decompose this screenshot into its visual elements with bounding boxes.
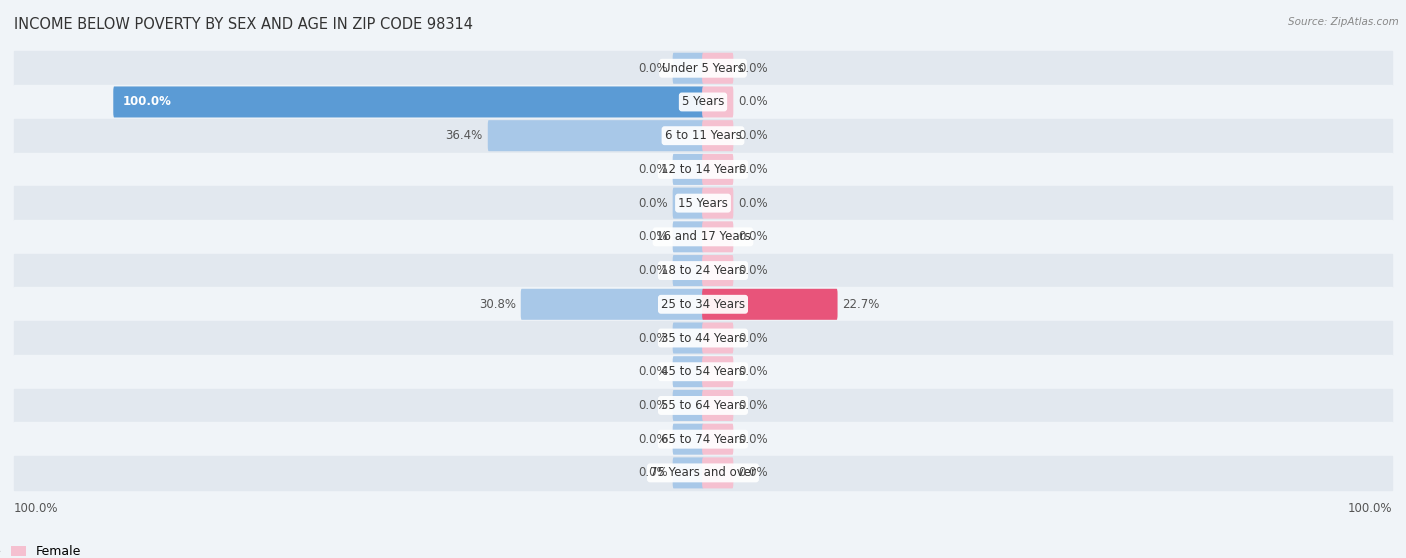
Text: 0.0%: 0.0% [638, 399, 668, 412]
Text: 0.0%: 0.0% [738, 230, 768, 243]
Text: 0.0%: 0.0% [738, 95, 768, 108]
Text: 0.0%: 0.0% [638, 230, 668, 243]
Text: 75 Years and over: 75 Years and over [650, 466, 756, 479]
FancyBboxPatch shape [672, 323, 704, 354]
FancyBboxPatch shape [702, 323, 734, 354]
Bar [14, 254, 1392, 287]
FancyBboxPatch shape [702, 458, 734, 488]
Text: 100.0%: 100.0% [14, 502, 59, 515]
FancyBboxPatch shape [702, 53, 734, 84]
Text: 0.0%: 0.0% [638, 432, 668, 446]
Text: 100.0%: 100.0% [1347, 502, 1392, 515]
Bar [14, 422, 1392, 456]
FancyBboxPatch shape [702, 356, 734, 387]
FancyBboxPatch shape [672, 255, 704, 286]
Bar [14, 287, 1392, 321]
Text: 0.0%: 0.0% [738, 129, 768, 142]
Text: 0.0%: 0.0% [738, 331, 768, 344]
Text: 22.7%: 22.7% [842, 298, 880, 311]
FancyBboxPatch shape [672, 424, 704, 455]
FancyBboxPatch shape [672, 53, 704, 84]
Text: 0.0%: 0.0% [638, 264, 668, 277]
FancyBboxPatch shape [702, 390, 734, 421]
Bar [14, 355, 1392, 388]
Bar [14, 456, 1392, 490]
Text: 45 to 54 Years: 45 to 54 Years [661, 365, 745, 378]
FancyBboxPatch shape [702, 424, 734, 455]
FancyBboxPatch shape [702, 187, 734, 219]
Bar [14, 186, 1392, 220]
Text: 18 to 24 Years: 18 to 24 Years [661, 264, 745, 277]
FancyBboxPatch shape [672, 187, 704, 219]
Text: 0.0%: 0.0% [738, 399, 768, 412]
Text: 6 to 11 Years: 6 to 11 Years [665, 129, 741, 142]
Legend: Male, Female: Male, Female [0, 540, 87, 558]
FancyBboxPatch shape [672, 154, 704, 185]
FancyBboxPatch shape [702, 154, 734, 185]
Text: 30.8%: 30.8% [479, 298, 516, 311]
Text: 15 Years: 15 Years [678, 196, 728, 210]
Text: INCOME BELOW POVERTY BY SEX AND AGE IN ZIP CODE 98314: INCOME BELOW POVERTY BY SEX AND AGE IN Z… [14, 17, 472, 32]
Text: 100.0%: 100.0% [122, 95, 172, 108]
FancyBboxPatch shape [520, 289, 704, 320]
Text: Under 5 Years: Under 5 Years [662, 62, 744, 75]
Text: 0.0%: 0.0% [638, 331, 668, 344]
Bar [14, 119, 1392, 152]
Text: 12 to 14 Years: 12 to 14 Years [661, 163, 745, 176]
FancyBboxPatch shape [672, 356, 704, 387]
FancyBboxPatch shape [488, 120, 704, 151]
Text: 0.0%: 0.0% [738, 196, 768, 210]
Text: 0.0%: 0.0% [738, 432, 768, 446]
FancyBboxPatch shape [702, 86, 734, 118]
Text: 0.0%: 0.0% [638, 62, 668, 75]
Text: 0.0%: 0.0% [638, 466, 668, 479]
FancyBboxPatch shape [672, 458, 704, 488]
Text: 36.4%: 36.4% [446, 129, 482, 142]
Text: 0.0%: 0.0% [638, 163, 668, 176]
Text: 5 Years: 5 Years [682, 95, 724, 108]
Text: 16 and 17 Years: 16 and 17 Years [655, 230, 751, 243]
Text: 0.0%: 0.0% [738, 264, 768, 277]
Bar [14, 321, 1392, 355]
Text: 0.0%: 0.0% [738, 365, 768, 378]
FancyBboxPatch shape [702, 120, 734, 151]
FancyBboxPatch shape [702, 289, 838, 320]
FancyBboxPatch shape [672, 390, 704, 421]
Text: 65 to 74 Years: 65 to 74 Years [661, 432, 745, 446]
Text: 0.0%: 0.0% [738, 62, 768, 75]
Bar [14, 388, 1392, 422]
Text: 0.0%: 0.0% [738, 163, 768, 176]
Text: 25 to 34 Years: 25 to 34 Years [661, 298, 745, 311]
Text: 0.0%: 0.0% [738, 466, 768, 479]
FancyBboxPatch shape [114, 86, 704, 118]
Bar [14, 152, 1392, 186]
Text: 0.0%: 0.0% [638, 365, 668, 378]
FancyBboxPatch shape [672, 222, 704, 252]
Bar [14, 220, 1392, 254]
Text: 35 to 44 Years: 35 to 44 Years [661, 331, 745, 344]
Text: 0.0%: 0.0% [638, 196, 668, 210]
Bar [14, 85, 1392, 119]
Text: Source: ZipAtlas.com: Source: ZipAtlas.com [1288, 17, 1399, 27]
FancyBboxPatch shape [702, 222, 734, 252]
Text: 55 to 64 Years: 55 to 64 Years [661, 399, 745, 412]
FancyBboxPatch shape [702, 255, 734, 286]
Bar [14, 51, 1392, 85]
